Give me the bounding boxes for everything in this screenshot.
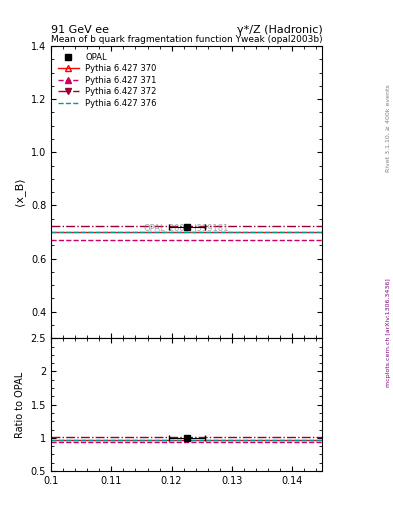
Text: OPAL_2003_I599181: OPAL_2003_I599181: [144, 223, 230, 232]
Text: 91 GeV ee: 91 GeV ee: [51, 25, 109, 35]
Text: Rivet 3.1.10, ≥ 400k events: Rivet 3.1.10, ≥ 400k events: [386, 84, 391, 172]
Text: Mean of b quark fragmentation function Υweak (opal2003b): Mean of b quark fragmentation function Υ…: [51, 35, 323, 44]
Y-axis label: Ratio to OPAL: Ratio to OPAL: [15, 372, 25, 438]
Text: mcplots.cern.ch [arXiv:1306.3436]: mcplots.cern.ch [arXiv:1306.3436]: [386, 279, 391, 387]
Legend: OPAL, Pythia 6.427 370, Pythia 6.427 371, Pythia 6.427 372, Pythia 6.427 376: OPAL, Pythia 6.427 370, Pythia 6.427 371…: [55, 50, 159, 110]
Y-axis label: ⟨x_B⟩: ⟨x_B⟩: [15, 178, 25, 206]
Text: γ*/Z (Hadronic): γ*/Z (Hadronic): [237, 25, 322, 35]
